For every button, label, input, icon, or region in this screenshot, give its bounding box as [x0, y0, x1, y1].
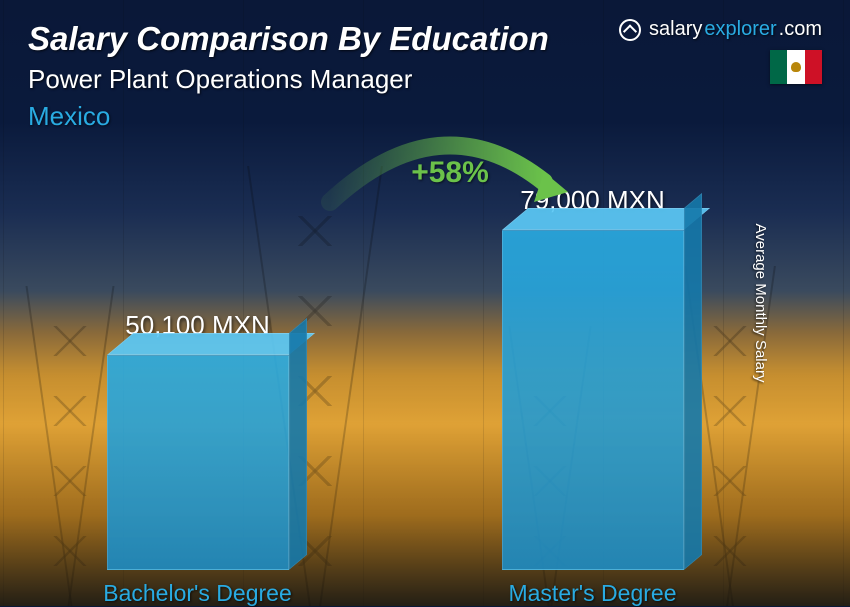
brand-text-a: salary [649, 18, 702, 41]
bar-label: Master's Degree [508, 580, 676, 607]
bar-bachelors: 50,100 MXN Bachelor's Degree [107, 310, 289, 570]
bar-shape [107, 355, 289, 570]
job-title: Power Plant Operations Manager [28, 64, 822, 95]
brand-logo: salaryexplorer.com [619, 18, 822, 41]
delta-value: +58% [411, 156, 489, 190]
bar-masters: 79,000 MXN Master's Degree [502, 185, 684, 570]
delta-indicator: +58% [300, 130, 580, 220]
mexico-flag-icon [770, 50, 822, 84]
country-name: Mexico [28, 101, 822, 132]
bar-shape [502, 230, 684, 570]
brand-text-b: explorer [704, 18, 776, 41]
magnifier-icon [619, 19, 641, 41]
salary-bar-chart: 50,100 MXN Bachelor's Degree 79,000 MXN … [0, 160, 790, 570]
brand-suffix: .com [779, 18, 822, 41]
bar-label: Bachelor's Degree [103, 580, 292, 607]
